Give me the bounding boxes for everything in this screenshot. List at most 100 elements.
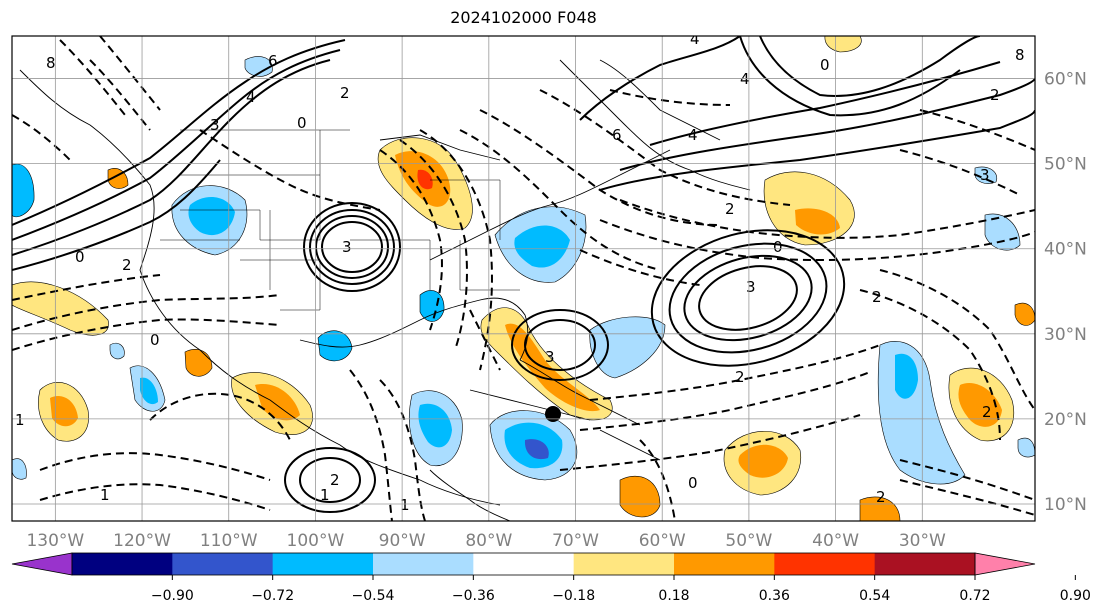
location-marker <box>545 406 561 422</box>
contour-labels: 8 6 4 3 2 0 0 2 4 4 8 6 4 2 3 2 0 3 3 3 … <box>15 30 1025 514</box>
map-plot-area: 8 6 4 3 2 0 0 2 4 4 8 6 4 2 3 2 0 3 3 3 … <box>12 30 1035 521</box>
negative-anomaly-pacific <box>12 163 35 218</box>
contour-label: 4 <box>740 70 750 88</box>
contour-label: 8 <box>46 54 56 72</box>
latitude-tick-label: 20°N <box>1044 410 1087 430</box>
contour-label: 2 <box>735 368 745 386</box>
colorbar-tick-label: 0.90 <box>1060 588 1091 604</box>
contour-label: 8 <box>1015 46 1025 64</box>
longitude-tick-label: 110°W <box>200 531 258 551</box>
longitude-tick-label: 120°W <box>113 531 171 551</box>
positive-anomaly-mexico-core <box>255 384 300 421</box>
contour-label: 1 <box>320 486 330 504</box>
colorbar-tick-label: −0.18 <box>552 588 595 604</box>
contour-label: 1 <box>100 486 110 504</box>
negative-anomaly-small-4 <box>974 166 998 184</box>
contour-label: 3 <box>545 348 555 366</box>
latitude-tick-label: 30°N <box>1044 325 1087 345</box>
negative-anomaly-east-atlantic-band <box>877 341 966 485</box>
contour-label: 3 <box>980 166 990 184</box>
contour-label: 2 <box>330 471 340 489</box>
positive-anomaly-far-east <box>1014 302 1035 326</box>
contour-label: 2 <box>122 256 132 274</box>
colorbar-segment <box>272 553 374 575</box>
contour-label: 2 <box>982 403 992 421</box>
contour-label: 2 <box>725 200 735 218</box>
contour-label: 4 <box>690 30 700 48</box>
longitude-labels: 130°W 120°W 110°W 100°W 90°W 80°W 70°W 60°W 50°W… <box>26 531 945 551</box>
colorbar-segment <box>674 553 775 575</box>
state-borders <box>160 129 520 311</box>
contour-label: 3 <box>746 278 756 296</box>
contour-label: 4 <box>688 126 698 144</box>
longitude-tick-label: 60°W <box>639 531 686 551</box>
shading-layer <box>12 36 1035 521</box>
contour-label: 0 <box>820 56 830 74</box>
longitude-tick-label: 30°W <box>899 531 946 551</box>
contour-label: 3 <box>342 238 352 256</box>
colorbar-tick-label: 0.36 <box>759 588 790 604</box>
latitude-tick-label: 10°N <box>1044 495 1087 515</box>
contour-label: 2 <box>340 84 350 102</box>
longitude-tick-label: 70°W <box>552 531 599 551</box>
positive-anomaly-tropical-atlantic-core <box>738 444 788 478</box>
contour-label: 2 <box>990 86 1000 104</box>
negative-anomaly-ne-us-core <box>514 225 570 268</box>
negative-anomaly-texas <box>419 290 445 322</box>
colorbar-extend-min <box>11 552 73 576</box>
colorbar-segment <box>172 553 274 575</box>
longitude-tick-label: 40°W <box>812 531 859 551</box>
positive-anomaly-greenland <box>824 36 862 53</box>
latitude-labels: 60°N 50°N 40°N 30°N 20°N 10°N <box>1044 70 1087 515</box>
positive-anomaly-atlantic-north-core <box>795 208 840 235</box>
longitude-tick-label: 100°W <box>287 531 345 551</box>
latitude-tick-label: 40°N <box>1044 240 1087 260</box>
gridlines <box>12 36 1035 521</box>
colorbar-segment <box>774 553 876 575</box>
negative-anomaly-pacific-small-core <box>140 377 158 405</box>
negative-anomaly-rockies-core <box>188 196 235 236</box>
negative-anomaly-atlantic-trough <box>589 316 666 379</box>
colorbar-segment <box>72 553 173 575</box>
longitude-tick-label: 90°W <box>379 531 426 551</box>
map-frame <box>11 35 1036 522</box>
colorbar: −0.90 −0.72 −0.54 −0.36 −0.18 0.18 0.36 0.54 0.7… <box>11 552 1091 604</box>
colorbar-tick-label: −0.54 <box>352 588 395 604</box>
colorbar-tick-label: 0.72 <box>959 588 990 604</box>
longitude-tick-label: 50°W <box>725 531 772 551</box>
positive-anomaly-great-lakes-peak <box>417 169 433 190</box>
negative-anomaly-small-3 <box>109 342 125 360</box>
latitude-tick-label: 50°N <box>1044 155 1087 175</box>
contour-label: 6 <box>612 126 622 144</box>
contour-label: 0 <box>297 114 307 132</box>
contour-label: 0 <box>150 331 160 349</box>
longitude-tick-label: 80°W <box>465 531 512 551</box>
map-title: 2024102000 F048 <box>450 8 597 27</box>
contour-label: 3 <box>210 116 220 134</box>
positive-anomaly-south-atlantic <box>619 475 661 518</box>
positive-anomaly-pacific-small <box>184 348 213 377</box>
colorbar-segment <box>573 553 675 575</box>
longitude-tick-label: 130°W <box>26 531 84 551</box>
negative-anomaly-small-2 <box>1017 437 1035 458</box>
colorbar-extend-max <box>974 552 1036 576</box>
negative-anomaly-east-atlantic-band-core <box>895 353 918 399</box>
negative-anomaly-gulf <box>317 330 353 362</box>
negative-anomaly-central-america-core <box>418 403 452 448</box>
contour-label: 0 <box>773 238 783 256</box>
positive-contours <box>12 36 1035 513</box>
colorbar-segment <box>874 553 976 575</box>
colorbar-tick-label: 0.54 <box>859 588 890 604</box>
negative-anomaly-caribbean-peak <box>524 439 549 460</box>
positive-anomaly-southeast-core <box>505 323 600 412</box>
colorbar-outline <box>71 552 976 576</box>
contour-label: 6 <box>268 52 278 70</box>
latitude-tick-label: 60°N <box>1044 70 1087 90</box>
contour-label: 1 <box>400 496 410 514</box>
colorbar-tick-label: −0.72 <box>251 588 294 604</box>
colorbar-segment <box>373 553 474 575</box>
negative-anomaly-north-pacific <box>244 56 273 77</box>
contour-label: 2 <box>872 288 882 306</box>
colorbar-tick-label: 0.18 <box>658 588 689 604</box>
